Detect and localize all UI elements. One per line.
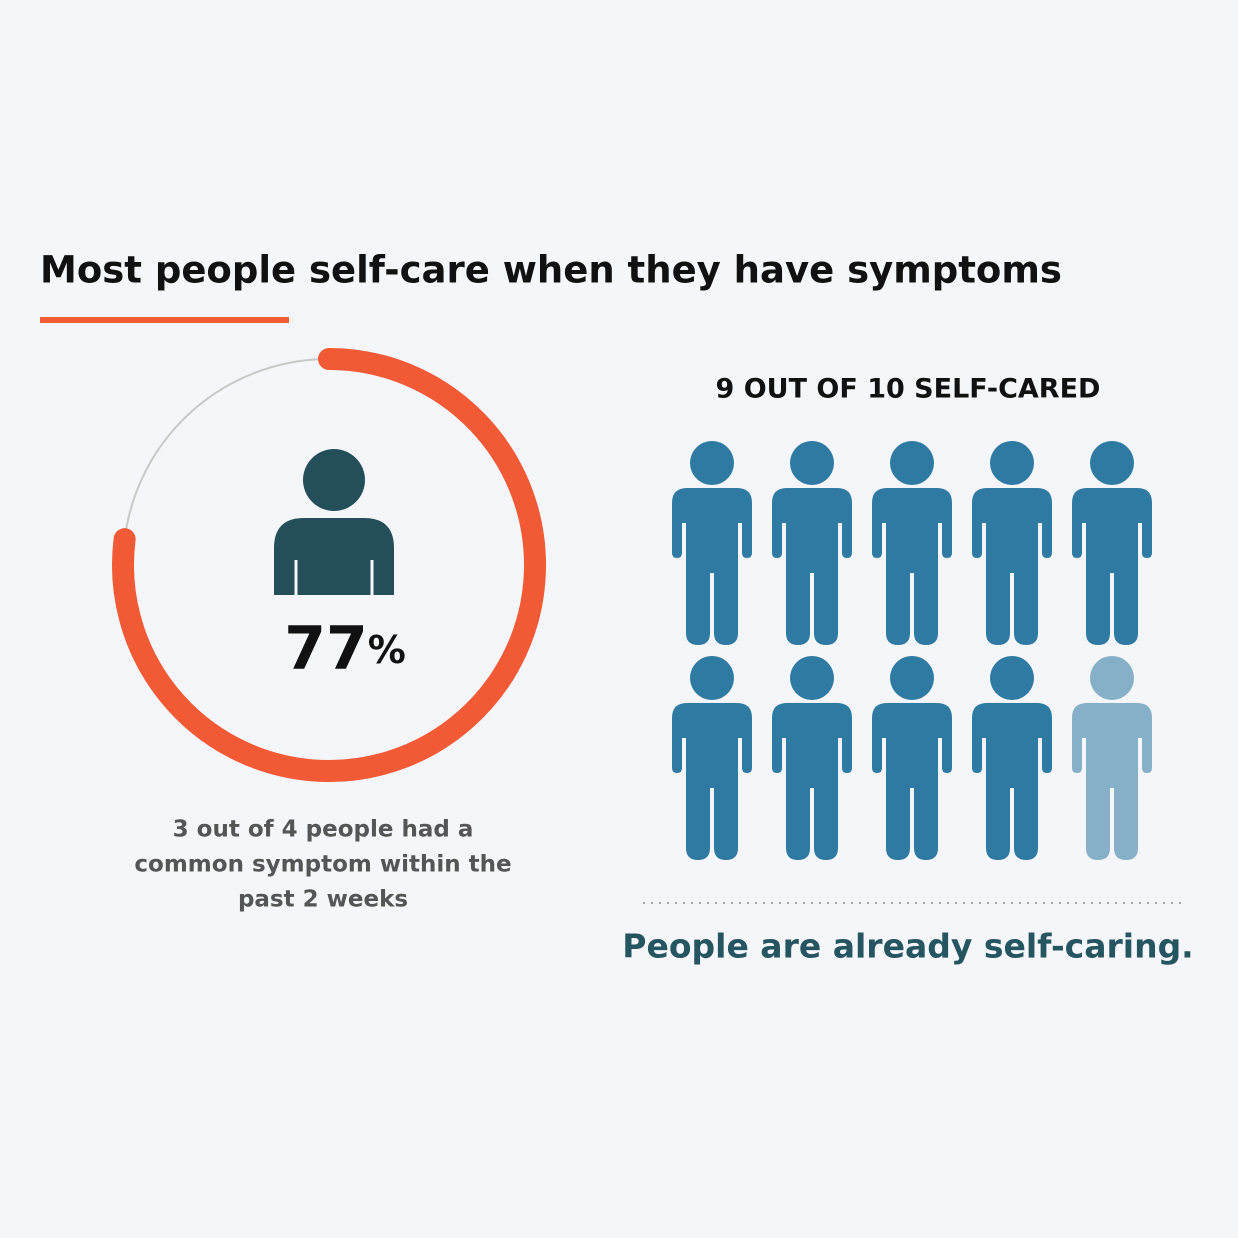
figure-body [872,703,952,860]
person-figure [1072,441,1152,645]
person-figure [672,656,752,860]
figure-head [790,656,834,700]
person-figure [972,441,1052,645]
ring-unit: % [368,628,406,672]
caption-line: past 2 weeks [238,887,408,913]
person-figure [772,441,852,645]
caption-line: common symptom within the [134,852,511,878]
ring-value: 77 [284,614,368,684]
figure-body [972,703,1052,860]
ring-caption: 3 out of 4 people had a common symptom wi… [134,817,511,913]
footer: People are already self-caring. [622,927,1193,966]
figure-body [672,703,752,860]
figure-body [1072,488,1152,645]
figure-head [790,441,834,485]
figure-head [990,441,1034,485]
figure-body [1072,703,1152,860]
figure-head [1090,656,1134,700]
title-underline [40,317,289,323]
figure-head [690,441,734,485]
person-figure [772,656,852,860]
person-figure [1072,656,1152,860]
figure-body [672,488,752,645]
figure-body [872,488,952,645]
title: Most people self-care when they have sym… [40,249,1062,292]
figure-head [690,656,734,700]
person-figure [672,441,752,645]
figure-body [772,488,852,645]
caption-line: 3 out of 4 people had a [173,817,474,843]
person-figure [872,441,952,645]
ring-value-text: 77% [284,614,406,684]
ring-arc [112,348,546,782]
figure-body [772,703,852,860]
pictogram-title: 9 OUT OF 10 SELF-CARED [716,374,1101,405]
person-icon [274,449,394,595]
person-figure [972,656,1052,860]
figure-head [890,441,934,485]
person-figure [872,656,952,860]
figure-body [972,488,1052,645]
figure-head [890,656,934,700]
figure-head [990,656,1034,700]
figure-head [1090,441,1134,485]
pictogram [672,441,1152,860]
